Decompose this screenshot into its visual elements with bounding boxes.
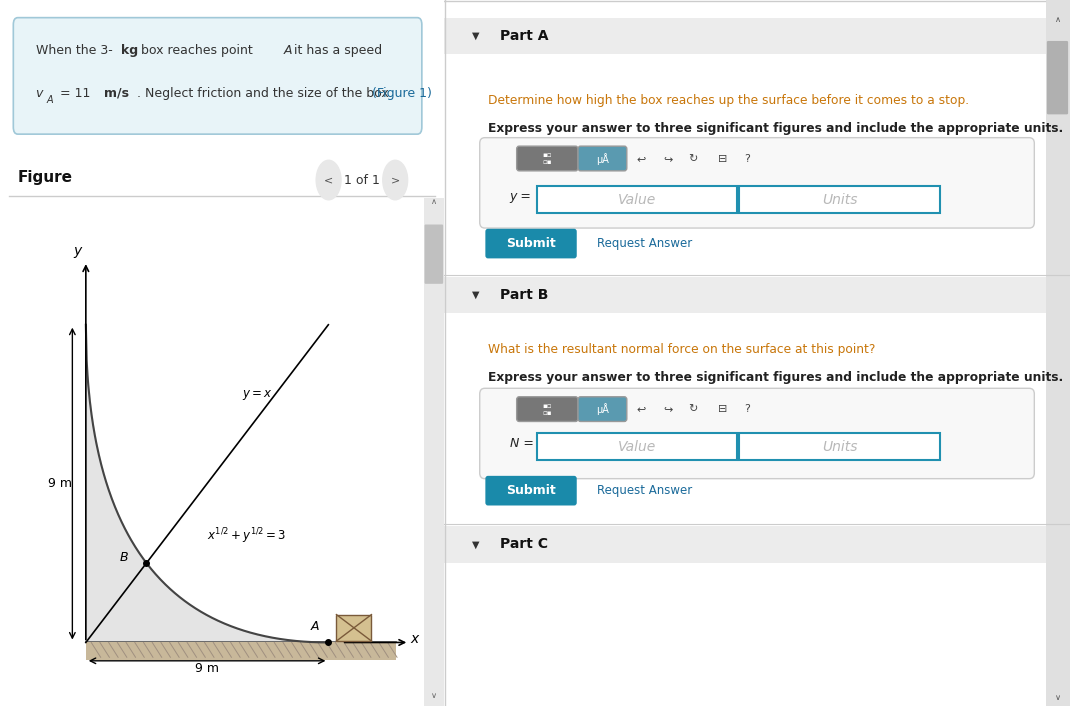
- Text: ↻: ↻: [688, 154, 698, 164]
- Text: Part A: Part A: [501, 29, 549, 43]
- Text: x: x: [411, 632, 418, 646]
- Text: ▪▫
▫▪: ▪▫ ▫▪: [542, 403, 552, 416]
- Text: Determine how high the box reaches up the surface before it comes to a stop.: Determine how high the box reaches up th…: [488, 94, 969, 107]
- FancyBboxPatch shape: [1046, 0, 1070, 706]
- Text: 9 m: 9 m: [195, 662, 219, 676]
- Text: Figure: Figure: [18, 170, 73, 186]
- Text: ?: ?: [745, 405, 750, 414]
- FancyBboxPatch shape: [479, 388, 1035, 479]
- FancyBboxPatch shape: [517, 146, 578, 171]
- FancyBboxPatch shape: [424, 198, 444, 706]
- Text: Units: Units: [822, 193, 857, 207]
- Circle shape: [316, 160, 341, 200]
- Text: μÅ: μÅ: [596, 404, 609, 415]
- Text: ↻: ↻: [688, 405, 698, 414]
- Text: ?: ?: [745, 154, 750, 164]
- FancyBboxPatch shape: [739, 433, 939, 460]
- Text: A: A: [47, 95, 54, 105]
- FancyBboxPatch shape: [486, 229, 577, 258]
- Text: When the 3-: When the 3-: [35, 44, 112, 57]
- FancyBboxPatch shape: [444, 526, 1070, 563]
- FancyBboxPatch shape: [739, 186, 939, 213]
- FancyBboxPatch shape: [1046, 41, 1068, 114]
- Text: Submit: Submit: [506, 237, 556, 250]
- Text: ∨: ∨: [1055, 693, 1061, 702]
- Text: (Figure 1): (Figure 1): [372, 87, 432, 100]
- Text: y: y: [74, 244, 82, 258]
- Text: Units: Units: [822, 440, 857, 454]
- Text: box reaches point: box reaches point: [141, 44, 253, 57]
- Text: N =: N =: [509, 437, 534, 450]
- FancyBboxPatch shape: [578, 146, 627, 171]
- Text: 1 of 1: 1 of 1: [343, 174, 380, 186]
- Text: = 11: = 11: [60, 87, 98, 100]
- Text: kg: kg: [121, 44, 138, 57]
- Text: ⊟: ⊟: [718, 405, 728, 414]
- Text: Value: Value: [617, 440, 656, 454]
- FancyBboxPatch shape: [537, 186, 737, 213]
- Text: m/s: m/s: [105, 87, 129, 100]
- Text: ▪▫
▫▪: ▪▫ ▫▪: [542, 152, 552, 165]
- FancyBboxPatch shape: [425, 225, 443, 284]
- Text: y =: y =: [509, 190, 532, 203]
- Text: v: v: [35, 87, 43, 100]
- Text: μÅ: μÅ: [596, 153, 609, 164]
- Text: Express your answer to three significant figures and include the appropriate uni: Express your answer to three significant…: [488, 122, 1064, 135]
- FancyBboxPatch shape: [517, 397, 578, 421]
- Text: $y = x$: $y = x$: [242, 388, 273, 402]
- FancyBboxPatch shape: [479, 138, 1035, 228]
- Text: Part C: Part C: [501, 537, 549, 551]
- Text: ∧: ∧: [431, 197, 437, 205]
- Text: ↩: ↩: [637, 154, 646, 164]
- FancyBboxPatch shape: [13, 18, 422, 134]
- Text: . Neglect friction and the size of the box.: . Neglect friction and the size of the b…: [137, 87, 393, 100]
- Text: What is the resultant normal force on the surface at this point?: What is the resultant normal force on th…: [488, 343, 875, 356]
- Text: A: A: [284, 44, 292, 57]
- Text: ⊟: ⊟: [718, 154, 728, 164]
- Text: >: >: [391, 175, 400, 185]
- Text: ▼: ▼: [472, 31, 479, 41]
- FancyBboxPatch shape: [444, 277, 1070, 313]
- Text: Express your answer to three significant figures and include the appropriate uni: Express your answer to three significant…: [488, 371, 1064, 384]
- Text: 9 m: 9 m: [48, 477, 73, 490]
- Text: ▼: ▼: [472, 539, 479, 549]
- FancyBboxPatch shape: [578, 397, 627, 421]
- Text: ↪: ↪: [663, 154, 673, 164]
- Text: Request Answer: Request Answer: [597, 237, 692, 250]
- Polygon shape: [86, 642, 396, 660]
- Text: A: A: [310, 620, 319, 633]
- Circle shape: [383, 160, 408, 200]
- FancyBboxPatch shape: [486, 476, 577, 505]
- Text: B: B: [119, 551, 128, 564]
- Text: ∧: ∧: [1055, 16, 1061, 24]
- FancyBboxPatch shape: [336, 614, 371, 641]
- Text: Submit: Submit: [506, 484, 556, 497]
- Text: ↩: ↩: [637, 405, 646, 414]
- Text: ↪: ↪: [663, 405, 673, 414]
- Text: Request Answer: Request Answer: [597, 484, 692, 497]
- Text: it has a speed: it has a speed: [294, 44, 382, 57]
- Text: ∨: ∨: [431, 691, 437, 700]
- Text: $x^{1/2} + y^{1/2} = 3$: $x^{1/2} + y^{1/2} = 3$: [208, 527, 287, 546]
- Text: Value: Value: [617, 193, 656, 207]
- FancyBboxPatch shape: [444, 18, 1070, 54]
- Text: ▼: ▼: [472, 290, 479, 300]
- Text: Part B: Part B: [501, 288, 549, 302]
- FancyBboxPatch shape: [537, 433, 737, 460]
- Text: <: <: [324, 175, 333, 185]
